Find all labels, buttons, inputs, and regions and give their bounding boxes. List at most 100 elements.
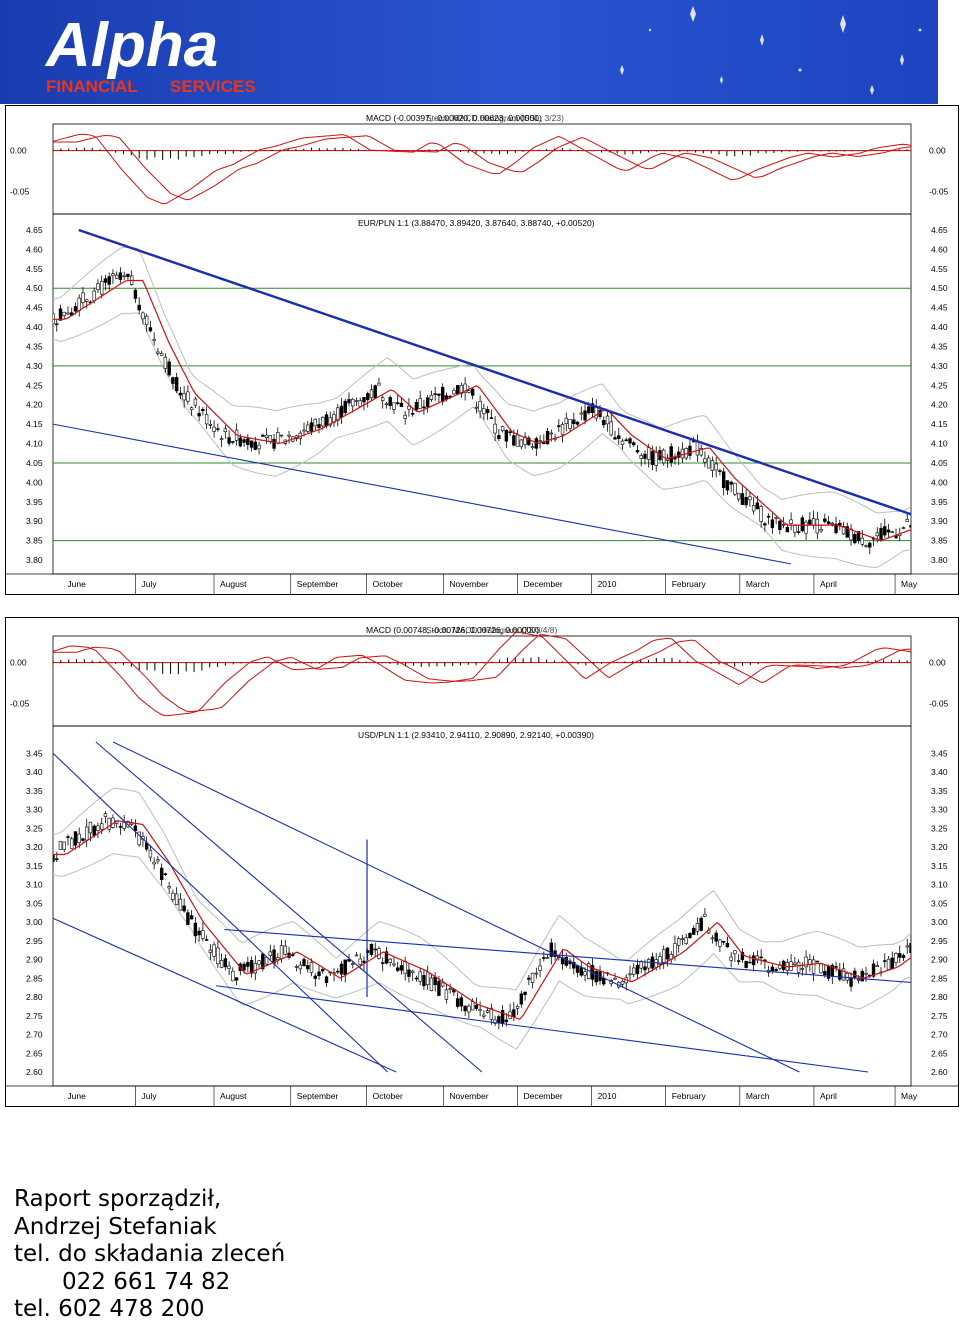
brand-tagline-left: FINANCIAL <box>46 77 138 96</box>
candle-body <box>336 970 340 973</box>
candle-body <box>620 980 625 985</box>
candle-body <box>317 424 321 428</box>
candle-body <box>706 457 711 469</box>
candle-body <box>223 428 228 433</box>
candle-body <box>838 969 842 980</box>
y-tick-label-left: 2.75 <box>26 1011 43 1021</box>
candle-body <box>909 943 911 953</box>
bollinger-lower <box>53 853 911 1050</box>
candle-body <box>628 438 632 444</box>
candle-body <box>654 451 658 466</box>
y-tick-label-right: 3.30 <box>931 805 948 815</box>
candle-body <box>279 945 284 959</box>
candle-body <box>246 438 250 445</box>
candle-body <box>339 963 344 975</box>
candle-body <box>231 970 235 982</box>
candle-body <box>212 426 216 432</box>
candle-body <box>736 960 741 962</box>
candle-body <box>905 945 909 948</box>
candle-body <box>662 949 666 963</box>
candle-body <box>542 957 546 959</box>
candle-body <box>669 446 673 463</box>
candle-body <box>159 353 164 356</box>
candle-body <box>647 959 651 969</box>
candle-body <box>366 950 370 953</box>
signal-line <box>53 634 912 713</box>
x-tick-label: June <box>67 1091 86 1101</box>
candle-body <box>766 515 771 518</box>
candle-body <box>530 446 535 448</box>
candle-body <box>482 408 486 414</box>
indicator-tick-label-left: 0.00 <box>10 658 27 668</box>
y-tick-label-right: 4.60 <box>931 244 948 254</box>
bollinger-lower <box>53 312 911 569</box>
candle-body <box>763 523 767 526</box>
candle-body <box>283 945 287 955</box>
candle-body <box>268 435 273 442</box>
candle-body <box>770 519 775 529</box>
candle-body <box>152 861 156 865</box>
candle-body <box>276 957 280 960</box>
candle-body <box>369 943 374 955</box>
y-tick-label-right: 4.50 <box>931 283 948 293</box>
candle-body <box>163 873 168 876</box>
candle-body <box>362 960 366 964</box>
candle-body <box>774 969 778 971</box>
candle-body <box>268 951 273 956</box>
candle-body <box>575 421 580 425</box>
candle-body <box>467 390 471 393</box>
candle-body <box>388 397 392 406</box>
candle-body <box>901 527 906 529</box>
candle-body <box>73 306 78 312</box>
report-author-name: Andrzej Stefaniak <box>14 1213 217 1240</box>
indicator-overlay-label: Stoch. MACD Histogram (SSL, 3/23) <box>426 113 564 123</box>
candle-body <box>253 441 258 450</box>
candle-body <box>212 944 216 957</box>
candle-body <box>643 453 647 459</box>
candle-body <box>583 410 587 421</box>
candle-body <box>729 481 733 485</box>
candle-body <box>189 407 194 411</box>
y-tick-label-left: 3.80 <box>26 555 43 565</box>
candle-body <box>174 377 179 392</box>
y-tick-label-left: 2.90 <box>26 955 43 965</box>
y-tick-label-left: 3.90 <box>26 516 43 526</box>
candle-body <box>819 528 823 532</box>
candle-body <box>774 517 778 519</box>
candle-body <box>703 914 707 917</box>
candle-body <box>515 434 520 447</box>
candle-body <box>407 969 411 977</box>
candle-body <box>152 339 156 342</box>
candle-body <box>527 977 531 980</box>
candle-body <box>849 977 853 987</box>
candle-body <box>148 849 153 858</box>
candle-body <box>688 445 692 456</box>
candle-body <box>167 886 171 889</box>
candle-body <box>883 526 887 536</box>
candle-body <box>538 440 542 442</box>
y-tick-label-right: 4.25 <box>931 380 948 390</box>
candle-body <box>197 930 201 936</box>
candle-body <box>519 439 524 448</box>
price-label: USD/PLN 1:1 (2.93410, 2.94110, 2.90890, … <box>358 730 594 740</box>
x-tick-label: July <box>142 579 158 589</box>
x-tick-label: August <box>220 579 247 589</box>
x-tick-label: April <box>820 579 837 589</box>
candle-body <box>463 383 467 393</box>
candle-body <box>493 423 497 434</box>
candle-body <box>804 521 808 534</box>
candle-body <box>66 836 70 838</box>
candle-body <box>246 962 250 967</box>
y-tick-label-right: 3.10 <box>931 880 948 890</box>
indicator-tick-label-right: 0.00 <box>929 146 946 156</box>
x-tick-label: 2010 <box>598 579 617 589</box>
candle-body <box>437 980 441 996</box>
candle-body <box>530 972 535 983</box>
y-tick-label-right: 4.00 <box>931 477 948 487</box>
usdpln-chart-panel: MACD (0.00748, -0.00726, 0.00726, 0.0000… <box>5 617 959 1107</box>
y-tick-label-right: 3.20 <box>931 842 948 852</box>
candle-body <box>493 1019 497 1024</box>
candle-body <box>583 971 587 976</box>
candle-body <box>219 438 224 440</box>
candle-body <box>358 400 362 407</box>
